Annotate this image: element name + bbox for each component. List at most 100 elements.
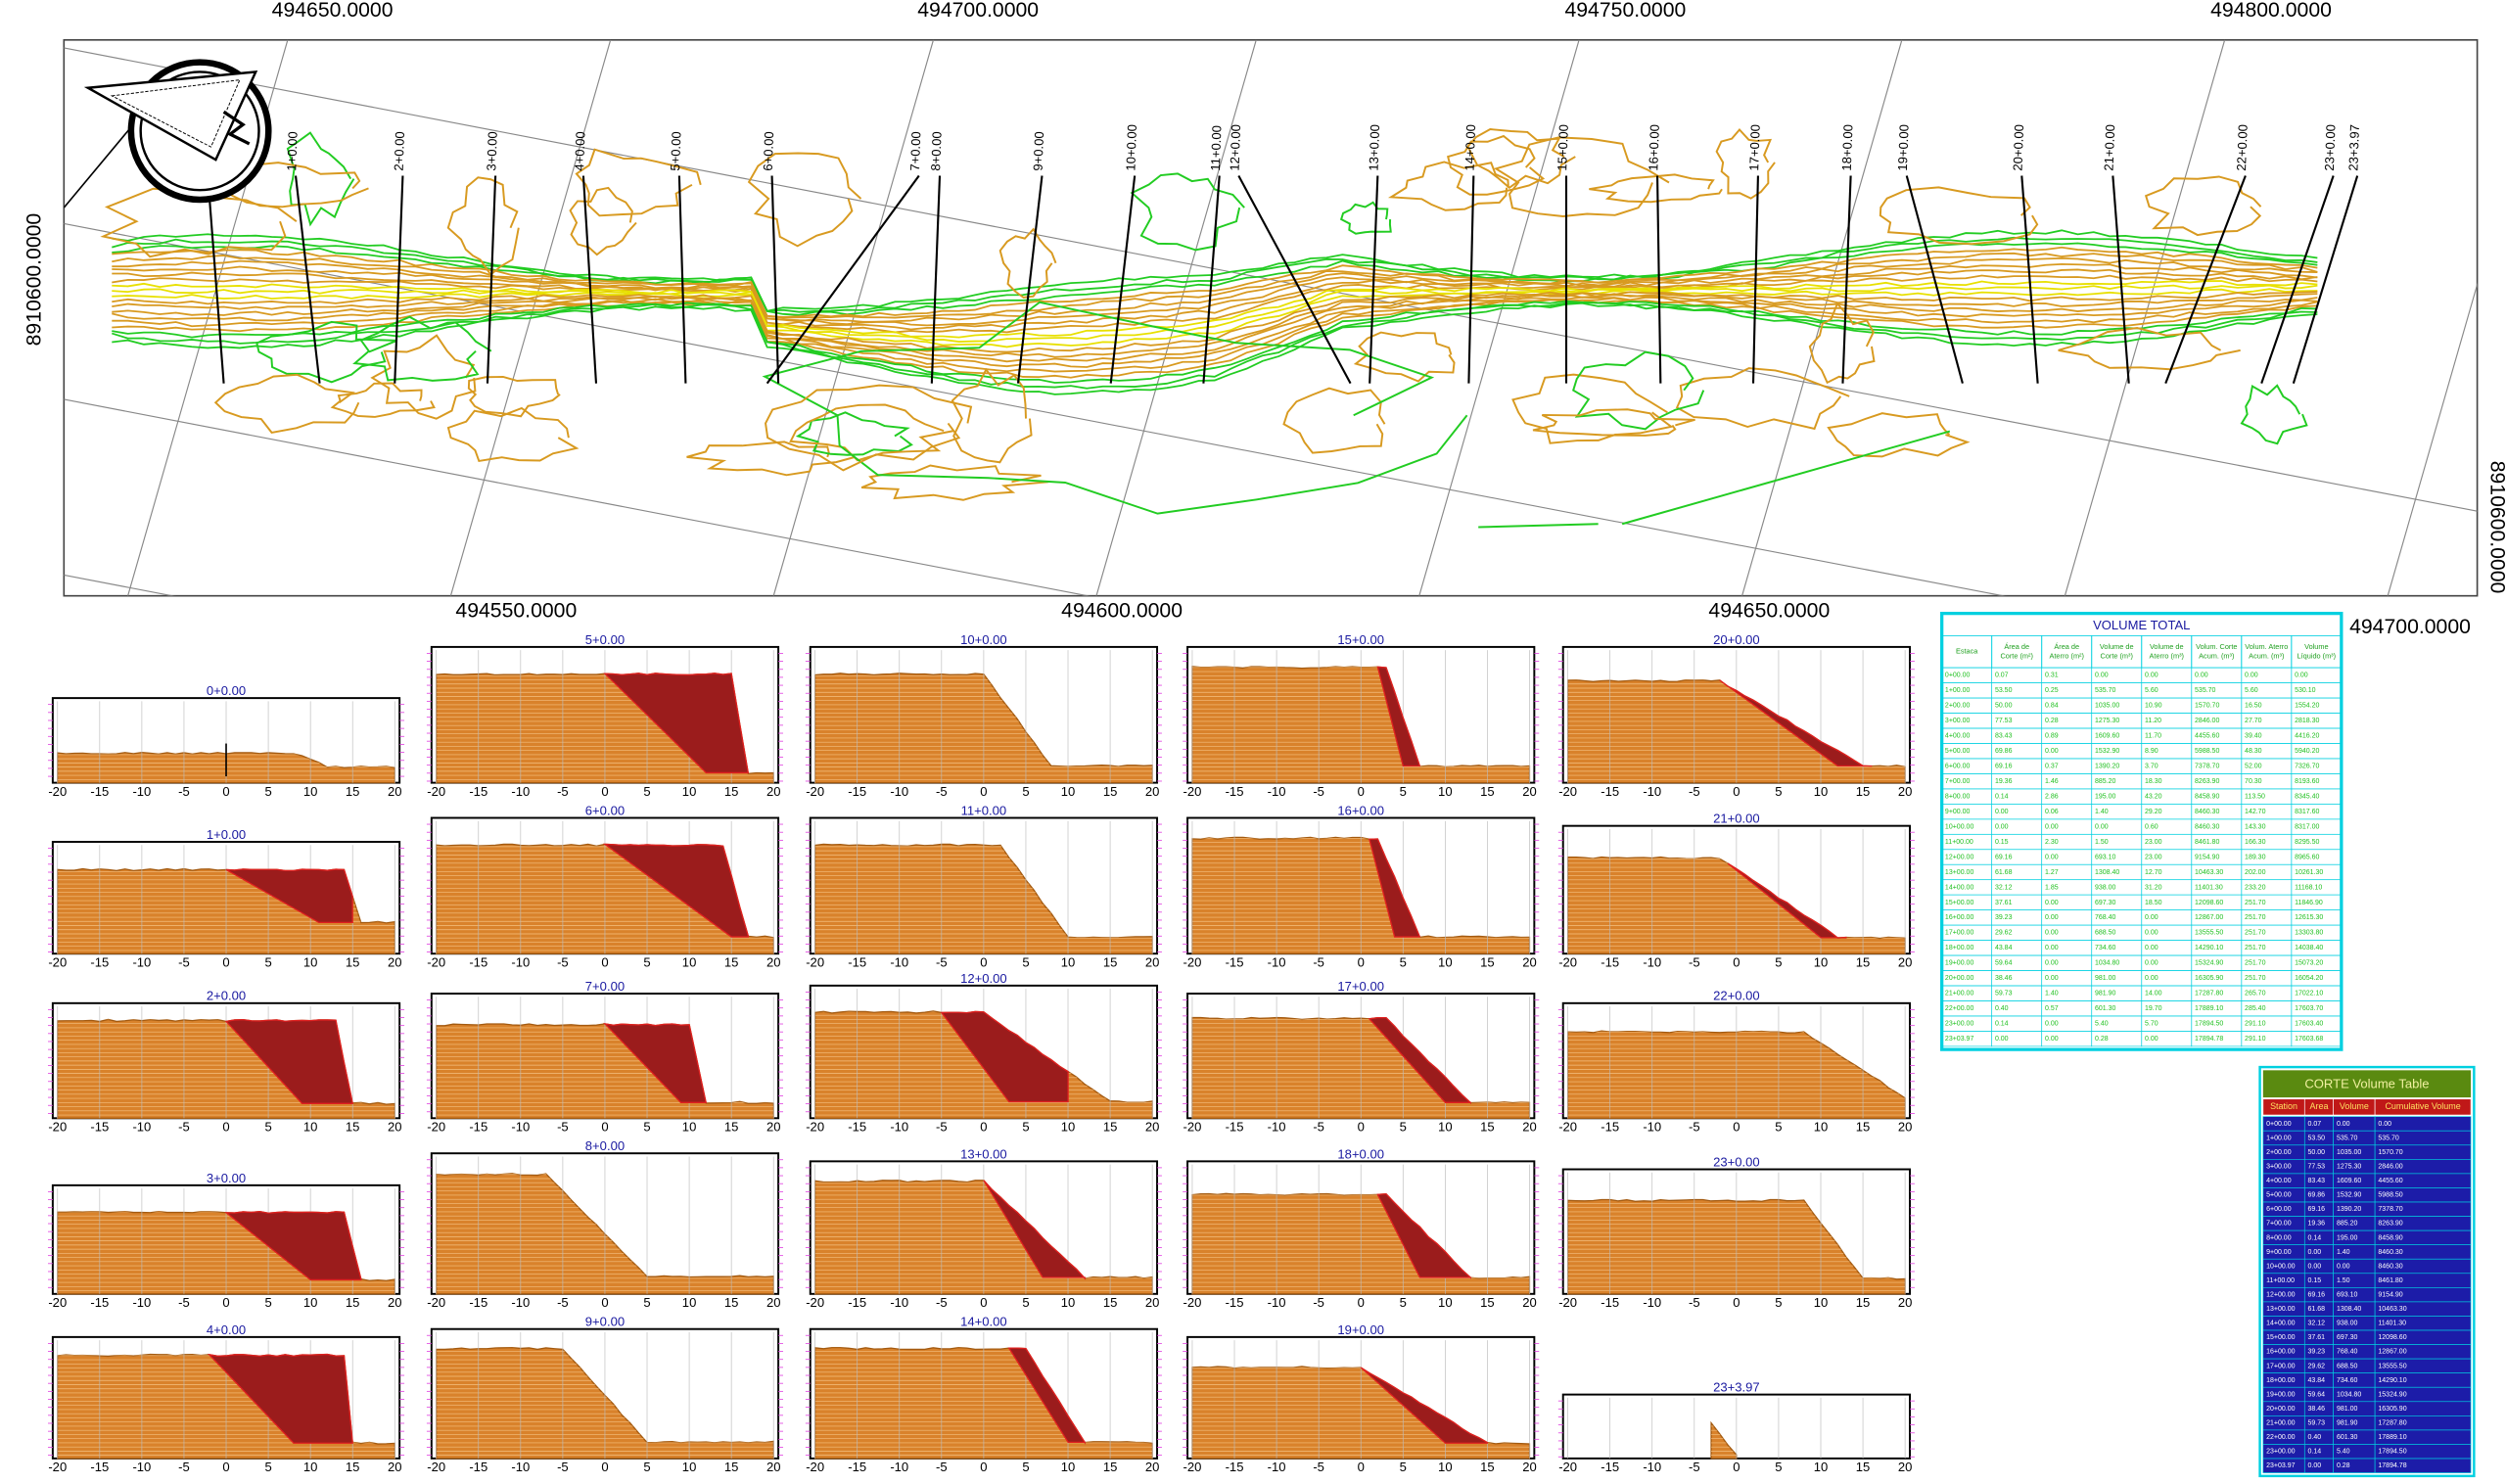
section-panel: -20 -15 -10 -5 0 5 10 15 20 2+0.00 — [47, 989, 405, 1135]
cut-area — [1719, 679, 1873, 767]
contour-blob — [789, 403, 954, 462]
station-label: 23+0.00 — [2322, 124, 2339, 171]
section-tick-label: 15 — [1103, 1460, 1118, 1474]
section-tick-label: 10 — [303, 1460, 318, 1474]
section-tick-label: -15 — [848, 1120, 866, 1135]
section-tick-label: -5 — [1689, 954, 1700, 969]
section-tick-label: 10 — [1814, 1295, 1829, 1310]
cell-text: 10.90 — [2145, 703, 2162, 710]
cell-text: 0.00 — [2095, 823, 2109, 830]
section-tick-label: 5 — [1400, 784, 1407, 799]
cell-text: 291.10 — [2245, 1036, 2266, 1043]
cell-text: 5.70 — [2145, 1021, 2158, 1028]
cell-text: 734.60 — [2095, 945, 2116, 951]
section-tick-label: -5 — [178, 784, 190, 799]
cell-text: 17+00.00 — [1945, 930, 1974, 937]
corte-cell-text: 61.68 — [2308, 1306, 2326, 1313]
section-tick-label: -15 — [469, 784, 487, 799]
section-tick-label: -15 — [1601, 784, 1619, 799]
cell-text: 981.90 — [2095, 991, 2116, 997]
section-tick-label: -10 — [132, 1460, 151, 1474]
corte-cell-text: 0.28 — [2337, 1462, 2350, 1469]
corte-cell-text: 981.00 — [2337, 1406, 2358, 1413]
station-line — [2020, 175, 2039, 384]
section-tick-label: -15 — [848, 1295, 866, 1310]
cell-text: 251.70 — [2245, 900, 2266, 906]
corte-header-cell — [2374, 1098, 2472, 1116]
section-tick-label: 15 — [1480, 1295, 1495, 1310]
section-tick-label: -5 — [1313, 954, 1324, 969]
section-tick-label: 15 — [1103, 784, 1118, 799]
section-tick-label: 10 — [682, 1295, 697, 1310]
section-tick-label: -10 — [132, 1120, 151, 1135]
station-label: 5+0.00 — [668, 131, 683, 171]
contour-blob — [747, 152, 862, 248]
cell-text: 0.28 — [2045, 718, 2059, 724]
section-tick-label: 15 — [346, 1295, 360, 1310]
header-text: Acum. (m³) — [2199, 652, 2234, 661]
section-tick-label: -10 — [511, 954, 530, 969]
cell-text: 285.40 — [2245, 1005, 2266, 1012]
coord-label: 494650.0000 — [272, 0, 394, 22]
header-text: Volume de — [2150, 642, 2184, 651]
station-label: 17+0.00 — [1746, 124, 1763, 171]
corte-cell-text: 69.16 — [2308, 1291, 2326, 1298]
section-tick-label: 0 — [1358, 784, 1365, 799]
contour-blob — [795, 411, 913, 456]
station-line — [770, 175, 780, 384]
cell-text: 8193.60 — [2295, 778, 2319, 785]
cell-text: 1570.70 — [2195, 703, 2219, 710]
corte-cell-text: 38.46 — [2308, 1406, 2326, 1413]
cell-text: 14290.10 — [2195, 945, 2223, 951]
section-tick-label: 20 — [766, 1120, 781, 1135]
section-tick-label: -20 — [427, 784, 445, 799]
section-tick-label: 0 — [980, 1295, 987, 1310]
cell-text: 2+00.00 — [1945, 703, 1971, 710]
cut-area — [603, 1022, 707, 1104]
section-tick-label: 5 — [264, 1460, 271, 1474]
cell-text: 0.84 — [2045, 703, 2059, 710]
cell-text: 1034.80 — [2095, 960, 2119, 967]
section-tick-label: 0 — [601, 1460, 608, 1474]
section-panel: -20 -15 -10 -5 0 5 10 15 20 14+0.00 — [805, 1315, 1162, 1474]
cell-text: 0+00.00 — [1945, 672, 1971, 679]
cell-text: 0.00 — [2045, 914, 2059, 921]
cell-text: 19.36 — [1995, 778, 2013, 785]
cell-text: 0.37 — [2045, 764, 2059, 770]
section-tick-label: -15 — [1226, 1460, 1244, 1474]
coord-label: 494800.0000 — [2210, 0, 2332, 22]
contour-line — [112, 299, 2318, 379]
contour-blob — [1572, 350, 1705, 431]
section-tick-label: 0 — [980, 954, 987, 969]
section-tick-label: 5 — [1400, 954, 1407, 969]
section-tick-label: 15 — [1856, 784, 1871, 799]
section-tick-label: 20 — [388, 1120, 402, 1135]
header-text: Área de — [2054, 642, 2079, 651]
corte-header-text: Area — [2310, 1101, 2329, 1111]
section-panel: -20 -15 -10 -5 0 5 10 15 20 10+0.00 — [805, 632, 1162, 799]
corte-cell-text: 19.36 — [2308, 1221, 2326, 1228]
section-tick-label: -15 — [1601, 954, 1619, 969]
section-tick-label: 20 — [388, 784, 402, 799]
cell-text: 14.00 — [2145, 991, 2162, 997]
contour-line — [112, 301, 2318, 395]
cell-text: 17894.78 — [2195, 1036, 2223, 1043]
contour-line — [1621, 430, 1951, 526]
section-tick-label: -5 — [1313, 1120, 1324, 1135]
section-tick-label: 10 — [1061, 1460, 1076, 1474]
section-tick-label: -5 — [1689, 1295, 1700, 1310]
cell-text: 291.10 — [2245, 1021, 2266, 1028]
corte-cell-text: 43.84 — [2308, 1377, 2326, 1384]
section-title: 11+0.00 — [961, 803, 1007, 817]
section-tick-label: -15 — [1601, 1295, 1619, 1310]
cell-text: 195.00 — [2095, 793, 2116, 800]
section-tick-label: 10 — [1814, 954, 1829, 969]
cell-text: 202.00 — [2245, 869, 2266, 876]
section-tick-label: 0 — [1358, 1120, 1365, 1135]
section-tick-label: 10 — [1438, 1120, 1453, 1135]
section-tick-label: 10 — [682, 954, 697, 969]
corte-cell-text: 10463.30 — [2378, 1306, 2406, 1313]
contour-line — [112, 296, 2318, 368]
corte-cell-text: 39.23 — [2308, 1349, 2326, 1356]
section-tick-label: 10 — [1814, 784, 1829, 799]
